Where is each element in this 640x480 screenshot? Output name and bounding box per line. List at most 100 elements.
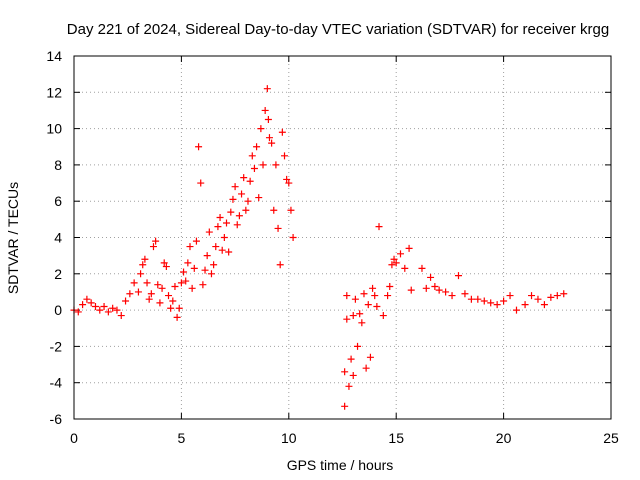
y-tick-label: -4: [50, 375, 63, 391]
x-tick-label: 25: [603, 430, 619, 446]
y-tick-label: 2: [54, 266, 62, 282]
data-point: [540, 301, 548, 309]
chart-title: Day 221 of 2024, Sidereal Day-to-day VTE…: [67, 21, 609, 38]
data-point: [272, 161, 280, 169]
y-tick-labels: -6 -4 -2 0 2 4 6 8 10 12 14: [46, 48, 62, 427]
data-point: [130, 279, 138, 287]
data-point: [553, 292, 561, 300]
data-point: [229, 195, 237, 203]
y-tick-label: 12: [46, 84, 62, 100]
data-point: [390, 255, 398, 263]
data-point: [154, 281, 162, 289]
data-point: [521, 301, 529, 309]
data-point: [137, 270, 145, 278]
data-point: [427, 273, 435, 281]
data-point: [160, 259, 168, 267]
y-tick-label: -2: [50, 338, 63, 354]
data-point: [74, 308, 82, 316]
data-point: [227, 208, 235, 216]
data-point: [454, 272, 462, 280]
data-point: [126, 290, 134, 298]
data-point: [207, 270, 215, 278]
data-point: [171, 283, 179, 291]
data-point: [349, 312, 357, 320]
data-point: [264, 116, 272, 124]
data-point: [250, 165, 258, 173]
data-point: [547, 293, 555, 301]
data-point: [265, 134, 273, 142]
data-point: [96, 306, 104, 314]
data-point: [534, 295, 542, 303]
data-point: [162, 263, 170, 271]
data-point: [373, 302, 381, 310]
data-point: [216, 214, 224, 222]
data-point: [270, 206, 278, 214]
data-point: [156, 299, 164, 307]
data-point: [500, 297, 508, 305]
data-point: [442, 288, 450, 296]
data-point: [182, 277, 190, 285]
data-point: [139, 261, 147, 269]
data-point: [289, 234, 297, 241]
data-point: [274, 224, 282, 232]
data-point: [493, 301, 501, 309]
data-point: [201, 266, 209, 274]
data-point: [343, 315, 351, 323]
data-point: [384, 292, 392, 300]
data-point: [173, 313, 181, 321]
data-point: [285, 179, 293, 187]
x-tick-label: 15: [388, 430, 404, 446]
data-point: [480, 297, 488, 305]
data-point: [375, 223, 383, 231]
data-point: [278, 128, 286, 136]
data-point: [143, 279, 151, 287]
grid-lines: [74, 56, 611, 419]
data-point: [487, 299, 495, 307]
data-point: [401, 264, 409, 272]
data-point: [405, 244, 413, 252]
data-point: [345, 382, 353, 390]
data-point: [263, 85, 271, 93]
data-point: [218, 246, 226, 254]
data-point: [281, 152, 289, 160]
data-point: [220, 234, 228, 241]
data-point: [180, 268, 188, 276]
data-point: [371, 292, 379, 300]
x-tick-label: 10: [281, 430, 297, 446]
data-point: [188, 284, 196, 292]
data-point: [253, 143, 261, 151]
data-point: [152, 237, 160, 245]
data-point: [418, 264, 426, 272]
data-point: [364, 301, 372, 309]
data-point: [147, 290, 155, 298]
data-point: [158, 284, 166, 292]
data-point: [287, 206, 295, 214]
data-point: [83, 295, 91, 303]
data-points: [70, 85, 568, 410]
data-point: [233, 221, 241, 229]
data-point: [369, 284, 377, 292]
data-point: [205, 228, 213, 236]
data-point: [356, 310, 364, 318]
data-point: [214, 223, 222, 231]
data-point: [388, 261, 396, 269]
data-point: [165, 292, 173, 300]
plot-frame: [73, 55, 612, 420]
data-point: [235, 212, 243, 220]
data-point: [360, 290, 368, 298]
data-point: [109, 304, 117, 312]
y-tick-label: 8: [54, 157, 62, 173]
data-point: [186, 243, 194, 251]
data-point: [100, 302, 108, 310]
x-tick-label: 0: [70, 430, 78, 446]
x-tick-label: 20: [496, 430, 512, 446]
data-point: [268, 139, 276, 147]
data-point: [199, 281, 207, 289]
data-point: [212, 243, 220, 251]
data-point: [349, 371, 357, 379]
data-point: [474, 295, 482, 303]
data-point: [192, 237, 200, 245]
data-point: [467, 295, 475, 303]
x-tick-label: 5: [178, 430, 186, 446]
